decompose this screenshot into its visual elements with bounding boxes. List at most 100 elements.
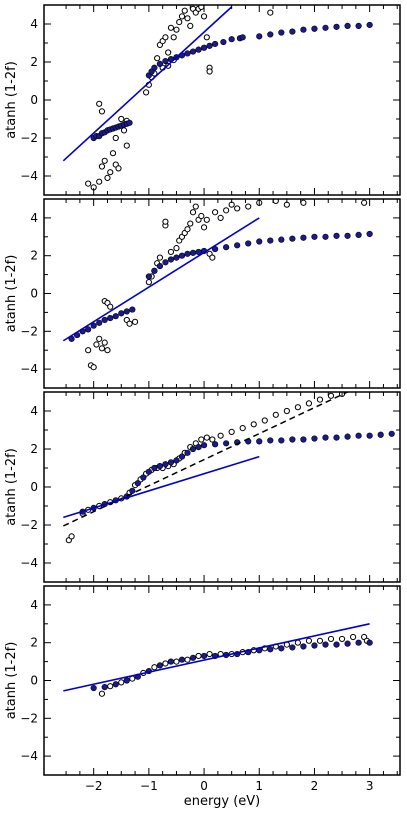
filled-point <box>366 230 373 238</box>
y-tick-label: 2 <box>30 442 38 456</box>
open-point <box>212 209 219 216</box>
y-tick-label: −4 <box>20 556 38 570</box>
filled-point <box>278 437 285 444</box>
open-point <box>170 34 177 41</box>
filled-point <box>96 319 103 326</box>
open-point <box>316 637 324 644</box>
filled-point <box>90 322 97 329</box>
filled-point <box>189 48 197 55</box>
open-point <box>206 650 213 658</box>
open-point <box>118 115 125 123</box>
open-point <box>327 635 335 643</box>
open-point <box>98 163 106 170</box>
open-point <box>101 157 108 164</box>
x-tick-label: 2 <box>311 779 319 793</box>
open-point <box>131 318 139 325</box>
filled-point <box>239 34 246 41</box>
filled-point <box>311 435 318 442</box>
x-axis-label: energy (eV) <box>184 794 260 809</box>
filled-point <box>333 23 340 30</box>
open-point <box>162 660 169 667</box>
open-point <box>68 533 75 540</box>
y-tick-label: −2 <box>20 518 38 532</box>
open-point <box>234 205 241 212</box>
open-point <box>239 425 246 432</box>
y-tick-label: 0 <box>30 287 38 301</box>
y-axis-label: atanh (1-2f) <box>4 255 19 333</box>
open-point <box>123 142 130 149</box>
open-point <box>305 400 313 407</box>
y-tick-label: −4 <box>20 749 38 763</box>
filled-point <box>140 474 147 481</box>
open-point <box>245 203 252 210</box>
open-point <box>349 633 357 641</box>
filled-point <box>256 438 263 445</box>
open-point <box>206 68 213 75</box>
fit-line <box>62 217 260 342</box>
open-point <box>98 108 106 115</box>
y-tick-label: 2 <box>30 55 38 69</box>
filled-point <box>189 654 197 661</box>
filled-point <box>256 33 263 40</box>
open-point <box>101 339 108 346</box>
filled-point <box>245 240 252 247</box>
open-point <box>184 15 191 22</box>
open-point <box>173 658 180 665</box>
y-axis-label: atanh (1-2f) <box>4 642 19 720</box>
panel-frame <box>43 4 401 196</box>
filled-point <box>112 313 119 320</box>
panel-plot-area <box>62 392 395 544</box>
open-point <box>85 180 92 187</box>
filled-point <box>333 641 340 648</box>
filled-point <box>184 250 191 257</box>
filled-point <box>178 252 186 259</box>
filled-point <box>267 646 274 653</box>
filled-point <box>129 306 136 313</box>
filled-point <box>129 487 136 494</box>
filled-point <box>300 26 307 33</box>
filled-point <box>212 40 219 48</box>
open-point <box>96 100 103 107</box>
open-point <box>261 417 268 424</box>
open-point <box>198 212 205 220</box>
filled-point <box>228 36 235 43</box>
filled-point <box>195 46 202 53</box>
open-point <box>200 224 208 231</box>
open-point <box>192 203 199 210</box>
dashed-fit-line <box>62 392 348 527</box>
filled-point <box>300 643 307 650</box>
open-point <box>96 178 103 185</box>
open-point <box>195 652 202 660</box>
filled-point <box>206 42 213 49</box>
y-tick-label: 4 <box>30 598 38 612</box>
open-point <box>167 24 175 31</box>
x-tick-label: −2 <box>85 779 103 793</box>
filled-point <box>256 238 263 245</box>
open-point <box>250 421 257 428</box>
filled-point <box>223 244 230 251</box>
open-point <box>283 407 290 415</box>
open-point <box>189 209 197 216</box>
y-tick-label: −2 <box>20 324 38 338</box>
filled-point <box>123 308 130 315</box>
open-point <box>200 13 208 20</box>
filled-point <box>355 22 362 30</box>
filled-point <box>289 436 296 443</box>
filled-point <box>234 242 241 249</box>
filled-point <box>333 232 340 239</box>
y-tick-label: 4 <box>30 404 38 418</box>
open-point <box>85 347 92 354</box>
filled-point <box>156 463 164 470</box>
filled-point <box>322 641 329 648</box>
open-point <box>151 664 158 671</box>
open-point <box>294 639 301 646</box>
filled-point <box>151 64 158 71</box>
open-point <box>184 226 191 233</box>
open-point <box>107 683 114 690</box>
filled-point <box>167 658 175 665</box>
open-point <box>217 214 224 221</box>
filled-point <box>388 430 395 437</box>
open-point <box>228 428 235 435</box>
